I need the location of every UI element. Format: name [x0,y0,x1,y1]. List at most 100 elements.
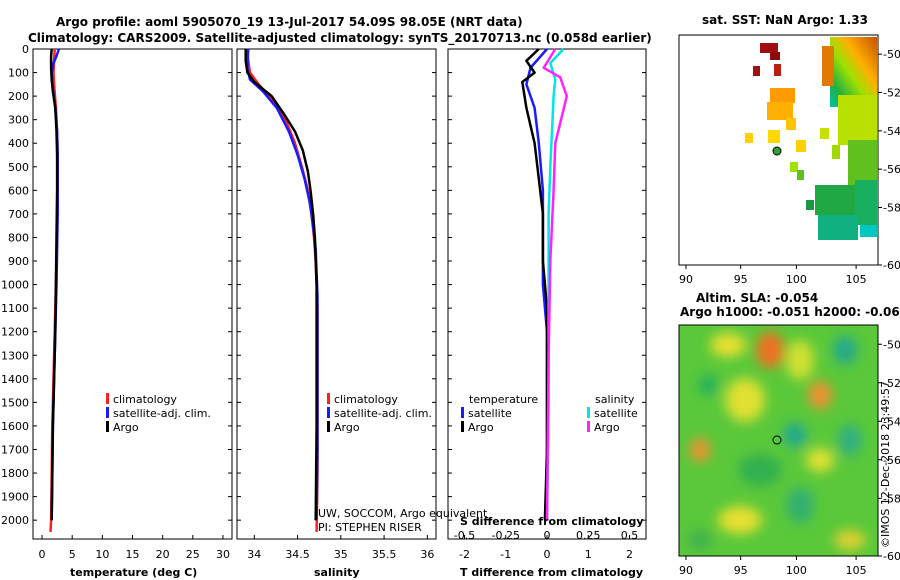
x-tick-label: 25 [186,548,200,561]
x-tick-label: 36 [420,548,434,561]
x-tick-label: 35 [334,548,348,561]
legend-swatch-t-satellite [461,407,464,418]
sst-patch [760,43,778,53]
sst-patch [860,225,877,237]
sst-patch [820,128,829,139]
series-t-argo [521,48,549,521]
sla-map-field [679,325,878,556]
credit-line2: PI: STEPHEN RISER [318,521,422,534]
salinity-series [244,48,319,532]
sla-anomaly-low [838,424,862,456]
legend-label-t-argo: Argo [468,421,494,434]
lat-tick-label: -52 [883,87,900,100]
sla-anomaly-low [698,375,718,395]
legend-swatch-climatology [106,393,109,404]
sla-anomaly [710,333,746,357]
series-s-argo [542,48,569,521]
sst-patch [774,64,781,76]
legend-label-s-argo: Argo [594,421,620,434]
salinity-panel-frame [236,48,437,540]
legend-title-salinity: salinity [595,393,635,406]
depth-tick-label: 500 [8,161,29,174]
sst-patch [838,95,877,145]
lat-tick-label: -54 [883,415,900,428]
depth-tick-label: 1100 [1,302,29,315]
sst-patch [797,170,804,180]
x-tick-label: 35.5 [372,548,397,561]
lat-tick-label: -58 [883,202,900,215]
sla-anomaly [688,530,712,550]
sst-patch [815,185,860,215]
legend-swatch-t-argo [461,421,464,432]
depth-tick-label: 600 [8,184,29,197]
sst-patch [832,145,840,159]
sla-anomaly [786,487,814,523]
sst-patch [786,118,796,130]
x-tick-label: 30 [216,548,230,561]
x-tick-label: 15 [126,548,140,561]
depth-tick-label: 200 [8,90,29,103]
top-tick-label: 0.5 [621,529,639,542]
difference-x-axis: -2 -1 0 1 2 [459,535,633,561]
legend-swatch-s-satellite [587,407,590,418]
lon-tick-label: 105 [846,564,867,577]
temperature-x-axis: 0 5 10 15 20 25 30 [39,535,230,561]
lon-tick-label: 90 [679,273,693,286]
sla-anomaly-low [833,336,857,364]
lon-tick-label: 90 [679,564,693,577]
depth-tick-label: 1400 [1,373,29,386]
sst-patch [767,102,793,120]
sst-map-title: sat. SST: NaN Argo: 1.33 [702,13,868,27]
x-tick-label: 1 [585,548,592,561]
sla-anomaly [786,340,814,380]
legend-label-climatology: climatology [334,393,398,406]
lat-tick-label: -60 [883,259,900,272]
x-tick-label: 2 [626,548,633,561]
legend-swatch-satellite [327,407,330,418]
x-tick-label: 10 [95,548,109,561]
imos-stamp: ©IMOS 12-Dec-2018 23:49:57 [879,381,892,548]
sst-patch [770,88,795,103]
sst-patch [806,200,814,210]
depth-tick-label: 0 [22,43,29,56]
sla-anomaly [738,454,782,486]
sst-patch [770,52,780,60]
depth-tick-label: 2000 [1,514,29,527]
legend-swatch-argo [106,421,109,432]
depth-tick-label: 100 [8,67,29,80]
x-tick-label: 34.5 [285,548,310,561]
sst-patch [796,140,806,152]
sst-patch [768,130,780,143]
sla-map-axes: -50 -52 -54 -56 -58 -60 90 95 100 105 [679,338,900,577]
depth-tick-label: 700 [8,208,29,221]
temperature-xlabel: temperature (deg C) [70,566,197,579]
sst-map-axes: -50 -52 -54 -56 -58 -60 90 95 100 105 [679,48,900,286]
difference-top-axis: -0.5 -0.25 0 0.25 0.5 [454,529,638,542]
lat-tick-label: -58 [883,492,900,505]
salinity-x-axis: 34 34.5 35 35.5 36 [247,535,434,561]
lat-tick-label: -56 [883,454,900,467]
sst-map-field [745,37,877,240]
x-tick-label: -2 [459,548,470,561]
depth-tick-label: 300 [8,114,29,127]
sla-anomaly-high [808,381,832,409]
legend-title-temperature: temperature [469,393,538,406]
sst-patch [855,180,877,225]
depth-tick-label: 400 [8,137,29,150]
legend-swatch-argo [327,421,330,432]
series-argo [244,49,318,521]
lon-tick-label: 95 [734,273,748,286]
lat-tick-label: -52 [883,377,900,390]
depth-tick-label: 900 [8,255,29,268]
series-argo [49,48,59,521]
lat-tick-label: -50 [883,338,900,351]
x-tick-label: 5 [69,548,76,561]
sla-anomaly [718,506,762,534]
sst-patch [745,133,753,143]
sla-map-frame [678,324,879,557]
sla-anomaly [725,378,765,422]
lon-tick-label: 100 [786,564,807,577]
lon-tick-label: 95 [734,564,748,577]
legend-label-climatology: climatology [113,393,177,406]
